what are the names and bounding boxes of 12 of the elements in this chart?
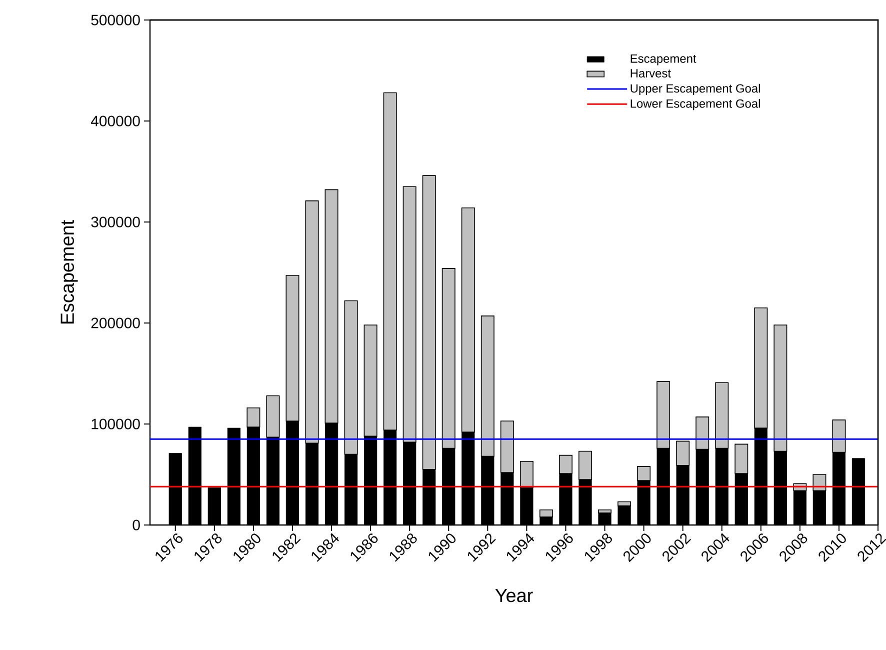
legend-label: Lower Escapement Goal [630, 99, 760, 110]
legend-label: Harvest [630, 69, 671, 78]
y-axis-title: Escapement [60, 220, 78, 324]
legend-label: Upper Escapement Goal [630, 84, 760, 96]
y-tick-label: 500000 [91, 14, 140, 26]
x-axis-title: Year [495, 588, 533, 602]
y-tick-label: 0 [132, 520, 140, 530]
y-tick-label: 400000 [90, 116, 140, 126]
legend-label: Escapement [630, 54, 696, 66]
y-tick-label: 200000 [91, 318, 140, 328]
y-tick-label: 300000 [91, 216, 140, 228]
y-tick-label: 100000 [92, 418, 140, 430]
